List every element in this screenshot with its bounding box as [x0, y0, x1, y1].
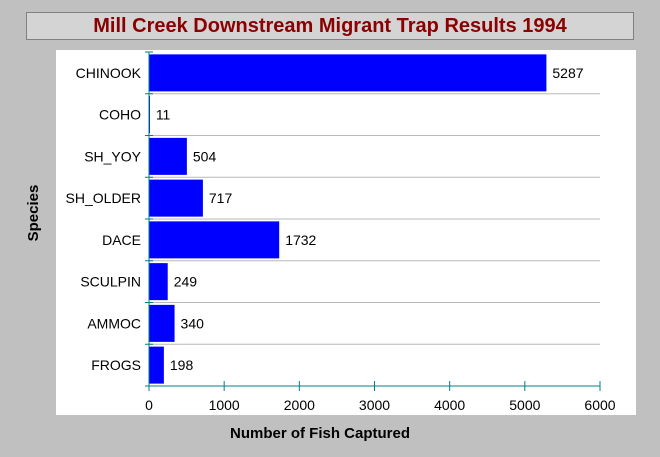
- bar-sh-older: [149, 179, 203, 217]
- bar-sh-yoy: [149, 137, 187, 175]
- value-label: 1732: [285, 232, 316, 248]
- category-label: SCULPIN: [80, 274, 141, 290]
- value-label: 5287: [552, 65, 583, 81]
- value-label: 504: [193, 148, 217, 164]
- x-axis-title: Number of Fish Captured: [230, 425, 410, 442]
- x-tick-label: 0: [145, 397, 153, 413]
- bar-chinook: [149, 54, 547, 92]
- chart-title-box: Mill Creek Downstream Migrant Trap Resul…: [26, 12, 634, 40]
- value-label: 340: [181, 315, 205, 331]
- x-tick-label: 2000: [284, 397, 315, 413]
- chart-frame: [56, 50, 636, 415]
- value-label: 249: [174, 274, 198, 290]
- x-tick-label: 1000: [209, 397, 240, 413]
- y-axis-title: Species: [25, 185, 42, 242]
- category-label: AMMOC: [87, 315, 141, 331]
- x-tick-label: 4000: [434, 397, 465, 413]
- x-tick-label: 6000: [584, 397, 615, 413]
- x-tick-label: 5000: [509, 397, 540, 413]
- x-tick-label: 3000: [359, 397, 390, 413]
- category-label: DACE: [102, 232, 141, 248]
- bar-sculpin: [149, 263, 168, 301]
- value-label: 11: [156, 107, 171, 123]
- category-label: FROGS: [91, 357, 141, 373]
- category-label: CHINOOK: [76, 65, 142, 81]
- bar-frogs: [149, 346, 164, 384]
- chart-title: Mill Creek Downstream Migrant Trap Resul…: [93, 14, 567, 37]
- value-label: 717: [209, 190, 233, 206]
- bar-ammoc: [149, 304, 175, 342]
- category-label: SH_OLDER: [66, 190, 141, 206]
- bar-dace: [149, 221, 280, 259]
- value-label: 198: [170, 357, 194, 373]
- category-label: SH_YOY: [84, 148, 141, 164]
- category-label: COHO: [99, 107, 141, 123]
